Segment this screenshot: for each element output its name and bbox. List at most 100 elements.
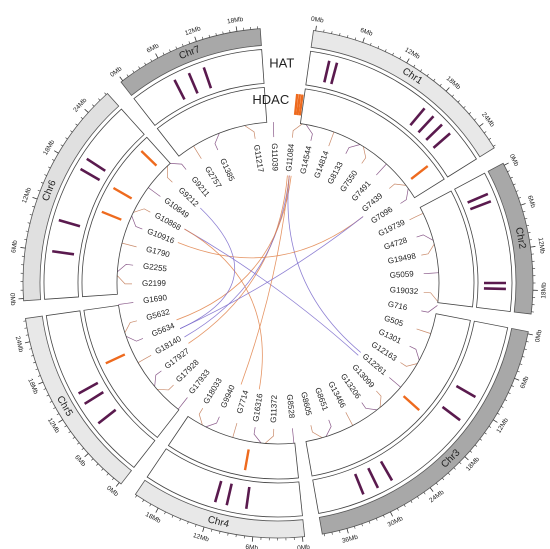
gene-connector xyxy=(131,215,143,230)
minor-tick xyxy=(75,123,78,126)
tick-label: 18Mb xyxy=(144,511,162,525)
gene-connector xyxy=(125,335,144,342)
hat-track xyxy=(312,320,509,514)
minor-tick xyxy=(164,511,166,515)
gene-connector xyxy=(421,305,438,313)
gene-connector xyxy=(292,428,295,444)
minor-tick xyxy=(410,500,413,503)
tick-label: 0Mb xyxy=(508,153,520,168)
tick-label: 12Mb xyxy=(495,417,510,435)
gene-connector xyxy=(214,132,220,151)
minor-tick xyxy=(138,66,141,69)
minor-tick xyxy=(368,521,371,524)
gene-connector xyxy=(423,291,439,302)
minor-tick xyxy=(72,436,76,439)
minor-tick xyxy=(211,529,213,532)
minor-tick xyxy=(29,214,33,216)
link xyxy=(184,228,359,356)
chromosome-band xyxy=(318,327,529,535)
tick-mark xyxy=(514,378,520,381)
minor-tick xyxy=(33,361,36,364)
gene-connector xyxy=(416,234,434,241)
gene-label: G5634 xyxy=(150,321,176,339)
gene-connector xyxy=(232,423,238,438)
tick-label: 12Mb xyxy=(46,417,61,435)
gene-connector xyxy=(345,144,361,154)
tick-mark xyxy=(346,528,349,534)
minor-tick xyxy=(377,45,380,49)
gene-connector xyxy=(193,145,202,159)
minor-tick xyxy=(384,49,387,52)
tick-label: 18Mb xyxy=(26,378,39,396)
minor-tick xyxy=(65,137,68,140)
minor-tick xyxy=(25,230,29,232)
hat-mark xyxy=(83,391,104,405)
hat-mark xyxy=(467,192,489,204)
minor-tick xyxy=(187,521,189,525)
tick-mark xyxy=(406,58,410,64)
hat-mark xyxy=(77,381,99,395)
minor-tick xyxy=(474,118,477,121)
gene-connector xyxy=(389,183,407,189)
minor-tick xyxy=(510,176,513,179)
gene-connector xyxy=(253,427,262,444)
minor-tick xyxy=(208,34,210,38)
hat-mark xyxy=(367,467,380,489)
hat-mark xyxy=(58,218,81,228)
gene-label: G11217 xyxy=(252,144,265,173)
minor-tick xyxy=(526,341,529,343)
gene-connector xyxy=(170,163,187,170)
gene-connector xyxy=(117,263,134,273)
tick-label: 0Mb xyxy=(297,544,311,549)
minor-tick xyxy=(399,56,402,60)
minor-tick xyxy=(354,526,356,529)
minor-tick xyxy=(524,217,528,220)
tick-label: 18Mb xyxy=(227,16,245,26)
minor-tick xyxy=(474,444,478,447)
tick-mark xyxy=(390,511,393,517)
gene-connector xyxy=(345,412,354,426)
hdac-track xyxy=(167,415,299,480)
minor-tick xyxy=(53,407,56,409)
link xyxy=(179,216,364,330)
minor-tick xyxy=(370,42,372,46)
minor-tick xyxy=(98,98,101,101)
minor-tick xyxy=(522,210,526,213)
minor-tick xyxy=(175,46,178,50)
hat-mark xyxy=(97,408,117,425)
minor-tick xyxy=(453,467,456,470)
minor-tick xyxy=(43,388,47,390)
hat-mark xyxy=(244,486,251,509)
minor-tick xyxy=(215,33,217,36)
minor-tick xyxy=(331,31,333,34)
gene-connector xyxy=(361,146,367,164)
minor-tick xyxy=(497,412,500,415)
minor-tick xyxy=(526,225,530,227)
tick-label: 6Mb xyxy=(10,240,19,254)
tick-mark xyxy=(504,162,509,166)
minor-tick xyxy=(484,131,487,134)
minor-tick xyxy=(331,532,333,535)
gene-connector xyxy=(244,125,256,139)
gene-connector xyxy=(305,124,313,141)
minor-tick xyxy=(104,92,107,95)
minor-tick xyxy=(32,205,35,208)
tick-label: 36Mb xyxy=(341,534,359,545)
gene-connector xyxy=(328,131,335,147)
minor-tick xyxy=(354,37,357,41)
minor-tick xyxy=(433,78,436,82)
chromosome-band xyxy=(120,28,262,97)
links xyxy=(116,122,439,444)
minor-tick xyxy=(44,174,47,176)
hdac-mark xyxy=(140,150,158,167)
link xyxy=(177,216,364,259)
gene-connector xyxy=(133,208,151,213)
hat-mark xyxy=(455,384,477,399)
minor-tick xyxy=(56,413,60,416)
minor-tick xyxy=(101,468,104,471)
gene-label: G2255 xyxy=(142,262,167,274)
minor-tick xyxy=(64,425,67,428)
minor-tick xyxy=(27,222,31,224)
minor-tick xyxy=(436,482,439,486)
minor-tick xyxy=(68,431,71,434)
